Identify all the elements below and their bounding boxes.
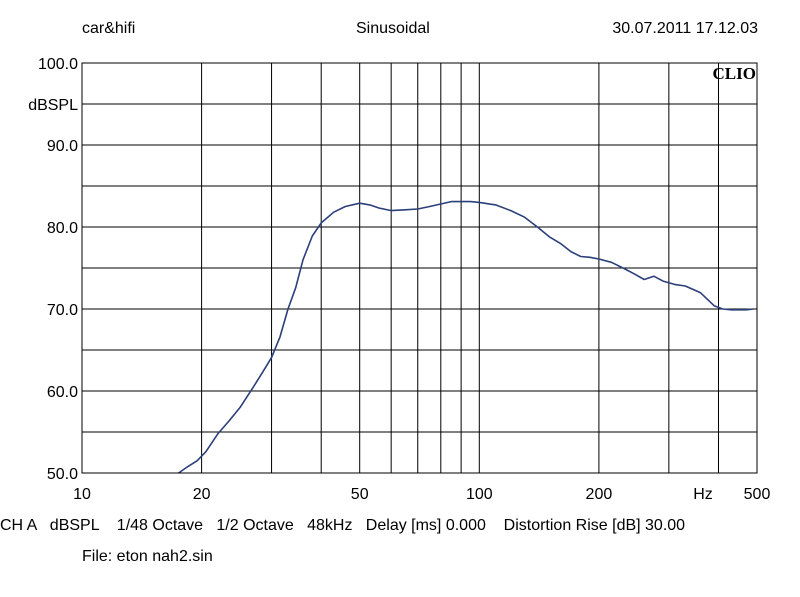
y-tick-label: 60.0 [47,384,78,401]
y-tick-label: 80.0 [47,220,78,237]
tick-labels: 100.0 90.0 80.0 70.0 60.0 50.0 10 20 50 100 200 500 [38,56,770,503]
y-tick-label: 90.0 [47,138,78,155]
response-curve [178,200,754,474]
series-layer [178,200,754,474]
x-axis-label: Hz [693,486,713,503]
file-name: File: eton nah2.sin [82,548,213,565]
x-tick-label: 10 [73,486,91,503]
x-tick-label: 20 [193,486,211,503]
header-timestamp: 30.07.2011 17.12.03 [612,20,758,37]
grid [82,63,757,473]
header-measurement-type: Sinusoidal [356,20,430,37]
x-tick-label: 200 [586,486,613,503]
y-axis-label: dBSPL [28,97,78,114]
x-tick-label: 50 [351,486,369,503]
y-tick-label: 50.0 [47,466,78,483]
y-tick-label: 100.0 [38,56,78,73]
header-title-left: car&hifi [82,20,136,37]
settings-line: CH A dBSPL 1/48 Octave 1/2 Octave 48kHz … [0,517,686,534]
plot-frame [81,62,758,474]
x-tick-label: 100 [466,486,493,503]
x-tick-label: 500 [744,486,771,503]
clio-logo: CLIO [713,64,756,83]
y-tick-label: 70.0 [47,302,78,319]
